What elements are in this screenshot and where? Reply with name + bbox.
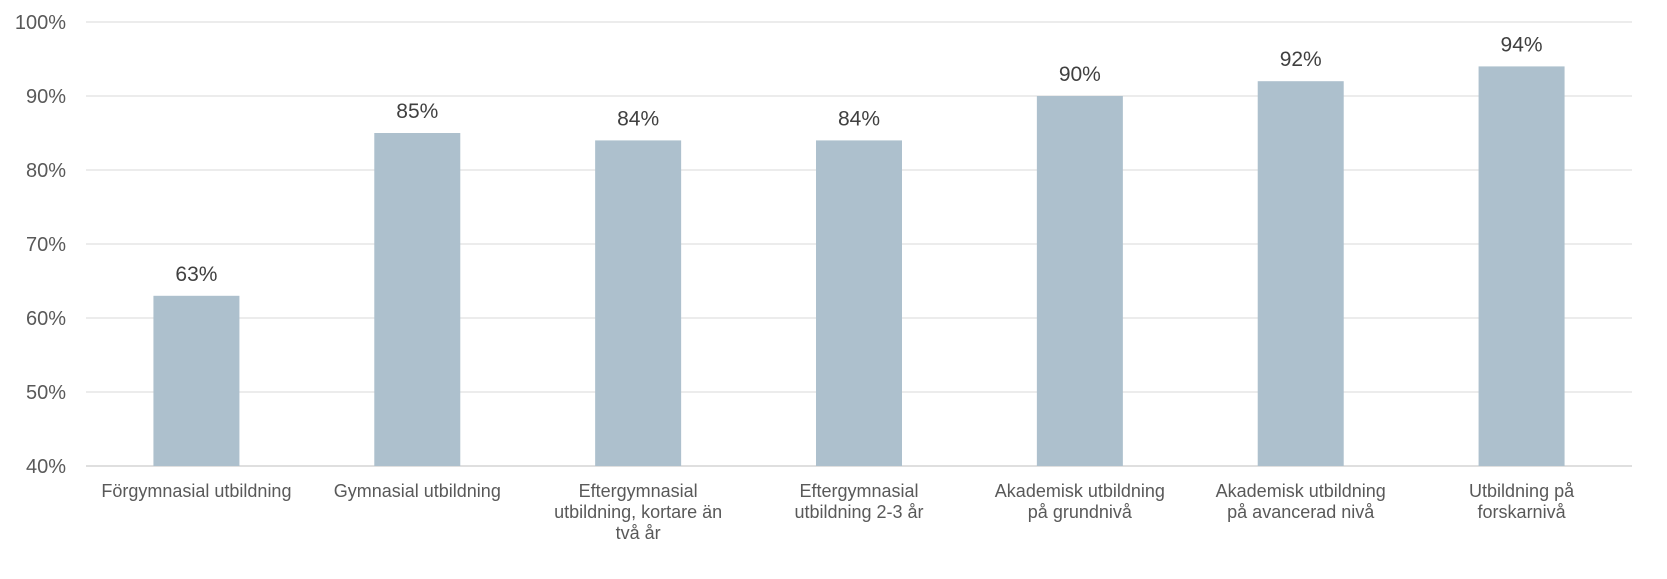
y-tick-label: 60%	[26, 308, 66, 330]
x-tick-label-line: forskarnivå	[1478, 502, 1567, 522]
data-label: 85%	[396, 100, 438, 123]
x-tick-label: Eftergymnasial utbildning, kortare än två …	[554, 481, 722, 543]
y-tick-label: 80%	[26, 160, 66, 182]
x-tick-label-line: Eftergymnasial	[799, 481, 918, 501]
bar	[1257, 81, 1344, 466]
x-tick-label-line: på grundnivå	[1028, 502, 1133, 522]
data-label: 94%	[1501, 33, 1543, 56]
x-tick-label: Akademisk utbildning på avancerad nivå	[1216, 481, 1386, 522]
data-labels: 63% 85% 84% 84% 90% 92% 94%	[175, 33, 1542, 285]
y-tick-label: 70%	[26, 234, 66, 256]
x-tick-label-line: två år	[616, 523, 661, 543]
bar	[1036, 96, 1123, 466]
x-tick-label-line: Gymnasial utbildning	[334, 481, 501, 501]
x-tick-label-line: Akademisk utbildning	[1216, 481, 1386, 501]
data-label: 84%	[617, 107, 659, 130]
y-tick-label: 100%	[15, 12, 66, 34]
y-tick-label: 50%	[26, 382, 66, 404]
x-tick-label-line: utbildning, kortare än	[554, 502, 722, 522]
y-axis-tick-labels: 40% 50% 60% 70% 80% 90% 100%	[15, 12, 66, 478]
bars	[153, 66, 1565, 467]
y-tick-label: 90%	[26, 86, 66, 108]
x-tick-label: Eftergymnasial utbildning 2-3 år	[794, 481, 923, 522]
x-tick-label-line: på avancerad nivå	[1227, 502, 1375, 522]
x-axis-tick-labels: Förgymnasial utbildning Gymnasial utbildn…	[101, 481, 1575, 543]
data-label: 63%	[175, 263, 217, 286]
x-tick-label-line: Eftergymnasial	[579, 481, 698, 501]
x-tick-label: Utbildning på forskarnivå	[1469, 481, 1575, 522]
x-tick-label: Förgymnasial utbildning	[101, 481, 291, 501]
y-tick-label: 40%	[26, 456, 66, 478]
x-tick-label-line: utbildning 2-3 år	[794, 502, 923, 522]
data-label: 90%	[1059, 63, 1101, 86]
x-tick-label: Gymnasial utbildning	[334, 481, 501, 501]
x-tick-label-line: Förgymnasial utbildning	[101, 481, 291, 501]
data-label: 92%	[1280, 48, 1322, 71]
x-tick-label-line: Akademisk utbildning	[995, 481, 1165, 501]
data-label: 84%	[838, 107, 880, 130]
bar	[595, 140, 682, 466]
bar	[374, 133, 461, 466]
bar	[816, 140, 902, 466]
bar	[153, 295, 240, 466]
x-tick-label: Akademisk utbildning på grundnivå	[995, 481, 1165, 522]
bar	[1478, 66, 1565, 467]
x-tick-label-line: Utbildning på	[1469, 481, 1575, 501]
